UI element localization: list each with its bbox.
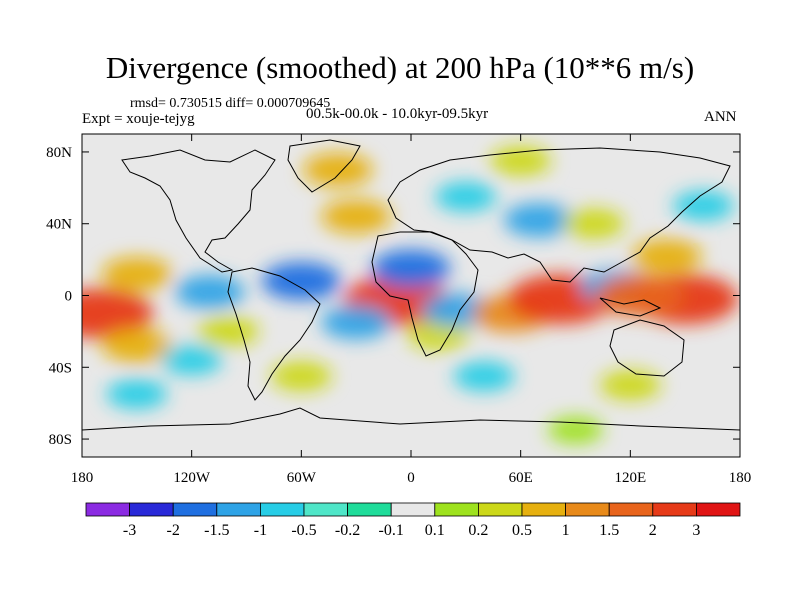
coastline-antarctica (82, 407, 740, 431)
anomaly-29 (547, 416, 604, 444)
colorbar-swatch-4 (259, 502, 305, 517)
anomaly-5 (197, 316, 259, 347)
anomaly-25 (270, 361, 332, 392)
colorbar-swatch-0 (85, 502, 130, 517)
colorbar-swatch-2 (172, 502, 218, 517)
season-label: ANN (704, 109, 737, 125)
stats-label: rmsd= 0.730515 diff= 0.000709645 (130, 96, 331, 111)
colorbar-label-0: -3 (123, 522, 136, 539)
anomaly-15 (631, 239, 702, 273)
colorbar-swatch-6 (347, 502, 392, 517)
anomaly-field (82, 145, 739, 444)
anomaly-26 (453, 361, 515, 392)
anomaly-18 (321, 199, 392, 234)
colorbar-swatch-5 (303, 502, 348, 517)
colorbar-swatch-8 (434, 502, 479, 517)
anomaly-20 (563, 208, 625, 239)
x-tick-label-2: 60W (287, 470, 317, 486)
colorbar-swatch-1 (129, 502, 174, 517)
x-axis: 180 120W 60W 0 60E 120E 180 (71, 134, 752, 486)
chart-title: Divergence (smoothed) at 200 hPa (10**6 … (105, 50, 695, 85)
anomaly-8 (407, 320, 469, 350)
y-axis: 80N 40N 0 40S 80S (46, 145, 740, 448)
coastlines (82, 139, 740, 431)
coastline-greenland (287, 139, 361, 193)
anomaly-3 (101, 328, 172, 363)
y-tick-label-4: 80S (49, 432, 72, 448)
x-tick-label-0: 180 (71, 470, 94, 486)
anomaly-2 (174, 274, 245, 309)
anomaly-17 (371, 249, 451, 288)
colorbar-label-1: -2 (167, 522, 180, 539)
x-tick-label-5: 120E (614, 470, 646, 486)
colorbar-label-10: 1 (562, 522, 570, 539)
anomaly-24 (672, 190, 734, 221)
colorbar-label-2: -1.5 (204, 522, 229, 539)
anomaly-21 (435, 181, 497, 212)
anomaly-27 (599, 370, 661, 401)
x-tick-label-6: 180 (729, 470, 752, 486)
y-tick-label-0: 80N (46, 145, 72, 161)
anomaly-7 (321, 305, 392, 340)
colorbar-label-12: 2 (649, 522, 657, 539)
colorbar-swatch-9 (477, 502, 523, 517)
anomaly-1 (101, 257, 172, 291)
period-label: 00.5k-00.0k - 10.0kyr-09.5kyr (306, 106, 489, 122)
colorbar-label-7: 0.1 (425, 522, 445, 539)
anomaly-4 (161, 345, 223, 376)
experiment-label: Expt = xouje-tejyg (82, 111, 195, 127)
colorbar: -3 -2 -1.5 -1 -0.5 -0.2 -0.1 0.1 0.2 0.5 1 1.5 2 3 (85, 502, 741, 539)
colorbar-label-8: 0.2 (468, 522, 488, 539)
colorbar-swatch-11 (565, 502, 610, 517)
colorbar-swatch-13 (652, 502, 697, 517)
coastline-south-america (227, 267, 321, 401)
colorbar-swatch-12 (608, 502, 654, 517)
anomaly-14 (595, 274, 684, 317)
y-tick-label-3: 40S (49, 360, 72, 376)
anomaly-28 (106, 379, 168, 410)
coastline-eurasia (387, 147, 731, 283)
y-tick-label-2: 0 (65, 289, 73, 305)
colorbar-label-4: -0.5 (291, 522, 316, 539)
coastline-north-america (121, 149, 276, 273)
x-tick-label-1: 120W (173, 470, 211, 486)
anomaly-0 (82, 288, 154, 339)
colorbar-label-6: -0.1 (379, 522, 404, 539)
coastline-australia (609, 319, 685, 377)
y-tick-label-1: 40N (46, 217, 72, 233)
x-tick-label-3: 0 (407, 470, 415, 486)
colorbar-label-3: -1 (254, 522, 267, 539)
x-tick-label-4: 60E (509, 470, 533, 486)
colorbar-swatch-14 (696, 502, 741, 517)
colorbar-label-5: -0.2 (335, 522, 360, 539)
anomaly-22 (302, 152, 373, 187)
colorbar-swatch-7 (390, 502, 436, 517)
colorbar-label-11: 1.5 (599, 522, 619, 539)
colorbar-label-13: 3 (692, 522, 700, 539)
anomaly-19 (503, 203, 574, 238)
colorbar-label-9: 0.5 (512, 522, 532, 539)
anomaly-16 (261, 262, 341, 301)
colorbar-swatch-10 (521, 502, 566, 517)
coastline-indonesia (599, 297, 662, 317)
colorbar-swatch-3 (216, 502, 261, 517)
